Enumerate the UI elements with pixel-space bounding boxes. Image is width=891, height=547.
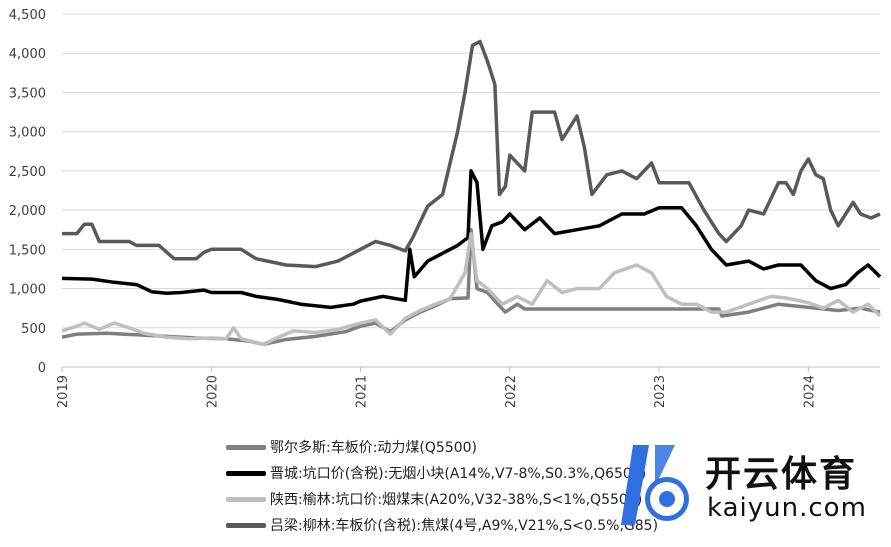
series-lines [61, 39, 882, 347]
logo-text-cn: 开云体育 [705, 454, 858, 495]
logo-icon [621, 445, 689, 525]
x-tick-label: 2024 [802, 375, 817, 408]
legend-swatch [226, 522, 266, 528]
x-tick-label: 2021 [355, 375, 370, 408]
y-tick-label: 0 [38, 361, 46, 376]
legend: 鄂尔多斯:车板价:动力煤(Q5500) 晋城:坑口价(含税):无烟小块(A14%… [226, 434, 658, 538]
y-tick-label: 2,000 [9, 204, 46, 219]
legend-item: 鄂尔多斯:车板价:动力煤(Q5500) [226, 434, 658, 460]
legend-item: 陕西:榆林:坑口价:烟煤末(A20%,V32-38%,S<1%,Q5500) [226, 486, 658, 512]
x-tick-label: 2019 [56, 375, 71, 408]
series-line-2 [61, 169, 882, 310]
y-tick-label: 2,500 [9, 165, 46, 180]
legend-item: 晋城:坑口价(含税):无烟小块(A14%,V7-8%,S0.3%,Q6500) [226, 460, 658, 486]
legend-label: 晋城:坑口价(含税):无烟小块(A14%,V7-8%,S0.3%,Q6500) [270, 466, 647, 482]
legend-label: 鄂尔多斯:车板价:动力煤(Q5500) [270, 440, 478, 456]
x-tick-label: 2022 [504, 375, 519, 408]
y-tick-label: 3,500 [9, 86, 46, 101]
x-tick-label: 2020 [205, 375, 220, 408]
y-tick-label: 1,500 [9, 243, 46, 258]
y-tick-label: 500 [21, 322, 46, 337]
x-axis: 2019 2020 2021 2022 2023 2024 [56, 366, 880, 408]
legend-swatch [226, 470, 266, 476]
y-axis: 0 500 1,000 1,500 2,000 2,500 3,000 3,500 4,000 4… [9, 8, 46, 376]
legend-label: 陕西:榆林:坑口价:烟煤末(A20%,V32-38%,S<1%,Q5500) [270, 492, 643, 508]
series-line-3 [61, 231, 882, 347]
legend-swatch [226, 444, 266, 450]
y-tick-label: 4,500 [9, 8, 46, 23]
legend-item: 吕梁:柳林:车板价(含税):焦煤(4号,A9%,V21%,S<0.5%,G85) [226, 512, 658, 538]
x-tick-label: 2023 [653, 375, 668, 408]
line-chart: 0 500 1,000 1,500 2,000 2,500 3,000 3,500 4,000 4… [9, 8, 882, 408]
y-tick-label: 4,000 [9, 47, 46, 62]
legend-label: 吕梁:柳林:车板价(含税):焦煤(4号,A9%,V21%,S<0.5%,G85) [270, 518, 659, 534]
watermark-logo: 开云体育 kaiyun.com [615, 437, 885, 537]
legend-swatch [226, 496, 266, 502]
series-line-4 [62, 39, 881, 269]
y-tick-label: 1,000 [9, 283, 46, 298]
y-tick-label: 3,000 [9, 126, 46, 141]
logo-text-en: kaiyun.com [707, 493, 867, 523]
